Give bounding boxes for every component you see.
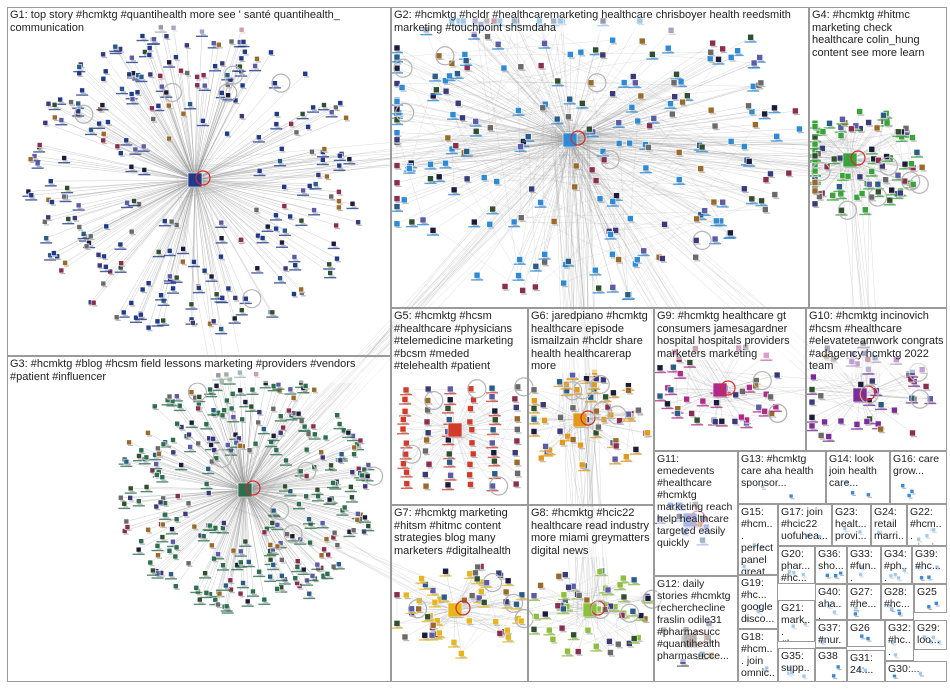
group-panel-g2: G2: #hcmktg #hcldr #healthcaremarketing … xyxy=(391,7,809,308)
group-label-g3: G3: #hcmktg #blog #hcsm field lessons ma… xyxy=(10,358,388,383)
group-panel-g5: G5: #hcmktg #hcsm #healthcare #physician… xyxy=(391,308,528,505)
group-panel-g4: G4: #hcmktg #hitmc marketing check healt… xyxy=(809,7,947,308)
group-label-g5: G5: #hcmktg #hcsm #healthcare #physician… xyxy=(394,310,525,373)
group-panel-g1: G1: top story #hcmktg #quantihealth more… xyxy=(7,7,391,356)
group-label-g2: G2: #hcmktg #hcldr #healthcaremarketing … xyxy=(394,9,806,34)
group-panel-g3: G3: #hcmktg #blog #hcsm field lessons ma… xyxy=(7,356,391,682)
group-panel-g6: G6: jaredpiano #hcmktg healthcare episod… xyxy=(528,308,654,505)
group-label-g1: G1: top story #hcmktg #quantihealth more… xyxy=(10,9,388,34)
group-label-g4: G4: #hcmktg #hitmc marketing check healt… xyxy=(812,9,944,59)
